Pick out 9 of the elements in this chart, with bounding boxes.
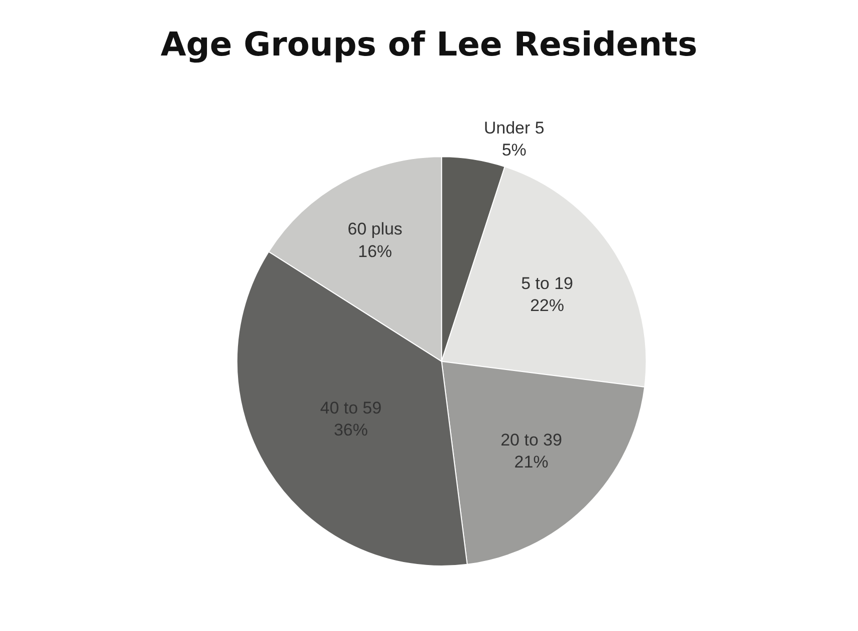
slice-label: 60 plus xyxy=(348,220,402,239)
chart-title: Age Groups of Lee Residents xyxy=(160,24,698,64)
data-label: 5% xyxy=(502,140,526,160)
slice-label: 20 to 39 xyxy=(500,430,562,450)
slice-label: Under 5 xyxy=(484,118,544,138)
slice-label: 5 to 19 xyxy=(521,274,574,293)
data-label: 16% xyxy=(358,242,392,261)
data-label: 21% xyxy=(514,452,548,472)
data-label: 22% xyxy=(530,296,564,315)
